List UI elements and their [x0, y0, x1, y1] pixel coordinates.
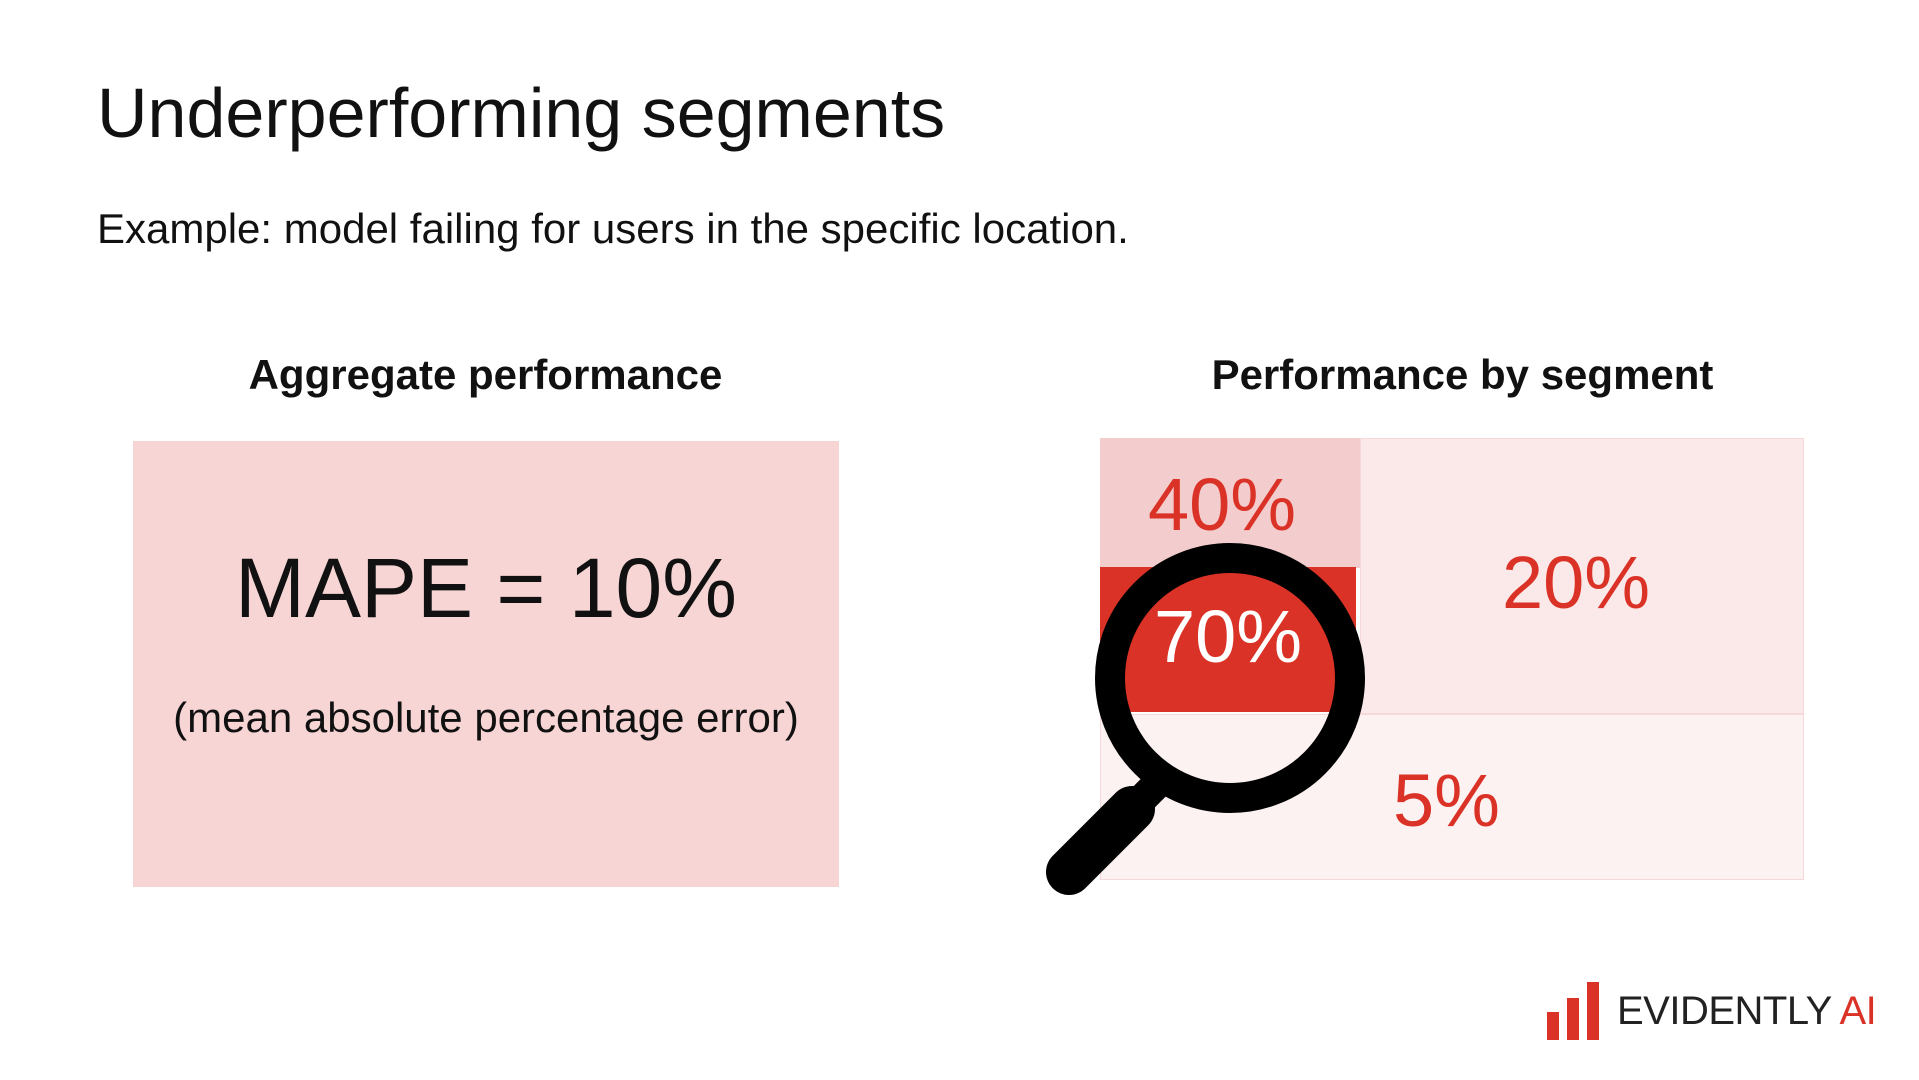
- evidently-logo-icon: [1547, 982, 1599, 1040]
- aggregate-heading: Aggregate performance: [248, 351, 723, 398]
- evidently-logo: EVIDENTLY AI: [1547, 982, 1877, 1040]
- mape-value: MAPE = 10%: [235, 541, 737, 635]
- segment-value-20: 20%: [1502, 541, 1651, 624]
- segment-value-70: 70%: [1154, 595, 1303, 678]
- segment-value-40: 40%: [1148, 463, 1297, 546]
- logo-word-evidently: EVIDENTLY: [1617, 989, 1832, 1033]
- logo-word-ai: AI: [1839, 989, 1877, 1033]
- segment-value-5: 5%: [1393, 759, 1500, 842]
- page-subtitle: Example: model failing for users in the …: [97, 205, 1129, 252]
- aggregate-box: MAPE = 10% (mean absolute percentage err…: [133, 441, 839, 887]
- page-title: Underperforming segments: [97, 74, 946, 152]
- mape-description: (mean absolute percentage error): [173, 694, 799, 741]
- segment-heading: Performance by segment: [1211, 351, 1714, 398]
- magnifying-glass-icon: [1046, 543, 1365, 895]
- segment-cell-right: [1360, 438, 1804, 714]
- logo-wordmark: EVIDENTLY AI: [1617, 989, 1877, 1033]
